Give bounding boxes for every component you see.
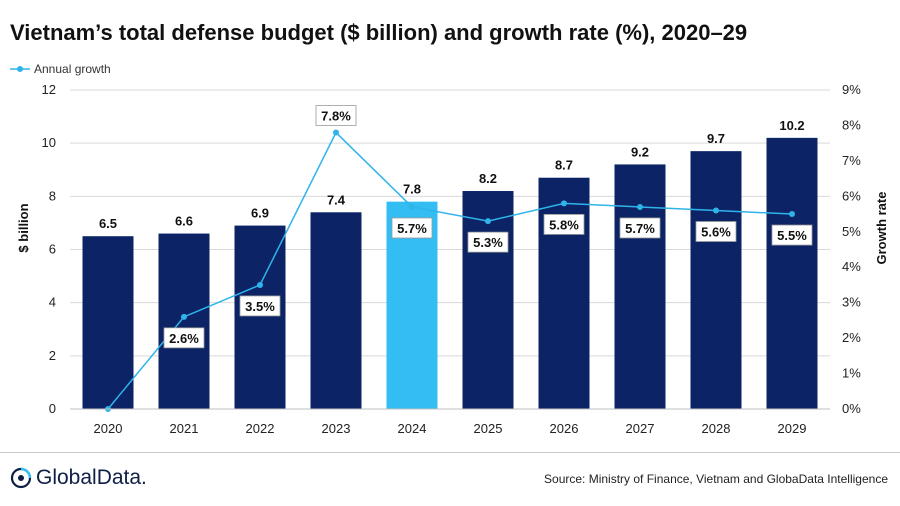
bar-value-label: 6.6: [175, 214, 193, 229]
y2-tick-label: 7%: [842, 153, 861, 168]
y2-tick-label: 0%: [842, 401, 861, 416]
y2-tick-label: 8%: [842, 117, 861, 132]
growth-label: 5.6%: [695, 221, 737, 242]
bar-value-label: 6.9: [251, 206, 269, 221]
growth-label-box: [315, 105, 357, 126]
growth-label-text: 2.6%: [169, 331, 199, 346]
bar-value-label: 9.2: [631, 144, 649, 159]
growth-label-box: [163, 327, 205, 349]
y2-tick-label: 2%: [842, 330, 861, 345]
growth-point: [409, 203, 415, 210]
growth-point: [181, 313, 187, 320]
growth-label-text: 5.7%: [397, 221, 427, 236]
growth-label-box: [771, 224, 813, 246]
source-note: Source: Ministry of Finance, Vietnam and…: [544, 472, 888, 486]
y2-tick-label: 6%: [842, 188, 861, 203]
bar: [234, 225, 286, 409]
growth-label-box: [619, 217, 661, 239]
growth-label-box: [239, 295, 281, 317]
growth-point: [713, 207, 719, 214]
bar: [82, 236, 134, 409]
growth-label: 5.7%: [619, 217, 661, 239]
logo-text: GlobalData.: [36, 466, 147, 489]
x-tick-label: 2020: [94, 421, 123, 436]
growth-point: [637, 203, 643, 210]
growth-label-text: 7.8%: [321, 109, 351, 124]
growth-label-text: 3.5%: [245, 299, 275, 314]
bar: [538, 177, 590, 409]
growth-label-box: [467, 231, 509, 253]
growth-label-text: 5.3%: [473, 235, 503, 250]
x-tick-label: 2029: [778, 421, 807, 436]
y2-tick-label: 1%: [842, 366, 861, 381]
growth-label: 5.3%: [467, 231, 509, 253]
x-tick-label: 2023: [322, 421, 351, 436]
growth-label-text: 5.8%: [549, 217, 579, 232]
x-tick-label: 2026: [550, 421, 579, 436]
growth-label-text: 5.5%: [777, 228, 807, 243]
bar: [310, 212, 362, 409]
y2-tick-label: 4%: [842, 259, 861, 274]
bar-value-label: 8.7: [555, 158, 573, 173]
bar-value-label: 7.4: [327, 192, 346, 207]
y-tick-label: 10: [42, 135, 56, 150]
y-tick-label: 2: [49, 348, 56, 363]
bar-value-label: 6.5: [99, 216, 117, 231]
growth-label: 3.5%: [239, 295, 281, 317]
y-tick-label: 8: [49, 188, 56, 203]
globaldata-logo[interactable]: GlobalData.: [10, 466, 147, 490]
y2-axis-title: Growth rate: [874, 192, 889, 265]
bar: [690, 151, 742, 409]
y2-tick-label: 3%: [842, 295, 861, 310]
legend-dot-marker: [17, 66, 23, 72]
bar: [158, 233, 210, 409]
growth-label: 5.7%: [391, 217, 433, 239]
y-tick-label: 12: [42, 82, 56, 97]
x-tick-label: 2022: [246, 421, 275, 436]
growth-label-text: 5.7%: [625, 221, 655, 236]
bar: [614, 164, 666, 409]
x-tick-label: 2028: [702, 421, 731, 436]
growth-point: [333, 129, 339, 136]
x-tick-label: 2021: [170, 421, 199, 436]
legend: Annual growth: [10, 62, 111, 76]
growth-point: [789, 211, 795, 218]
chart-title: Vietnam’s total defense budget ($ billio…: [10, 20, 748, 45]
growth-label-box: [391, 217, 433, 239]
growth-label: 5.8%: [543, 214, 585, 235]
x-tick-label: 2024: [398, 421, 427, 436]
bar: [766, 137, 818, 409]
growth-label-box: [543, 214, 585, 235]
globaldata-logo-icon: [10, 467, 32, 489]
growth-label-box: [695, 221, 737, 242]
x-tick-label: 2025: [474, 421, 503, 436]
y-tick-label: 0: [49, 401, 56, 416]
y-tick-label: 6: [49, 242, 56, 257]
y-axis-title: $ billion: [16, 203, 31, 252]
y2-tick-label: 9%: [842, 82, 861, 97]
legend-label: Annual growth: [34, 62, 111, 76]
growth-label: 7.8%: [315, 105, 357, 126]
growth-point: [561, 200, 567, 207]
growth-point: [257, 281, 263, 288]
growth-label: 5.5%: [771, 224, 813, 246]
footer-divider: [0, 452, 900, 453]
y2-tick-label: 5%: [842, 224, 861, 239]
growth-label: 2.6%: [163, 327, 205, 349]
x-tick-label: 2027: [626, 421, 655, 436]
growth-line: [107, 131, 793, 410]
growth-label-text: 5.6%: [701, 225, 731, 240]
growth-point: [485, 218, 491, 225]
bar-value-label: 8.2: [479, 171, 497, 186]
bar-value-label: 7.8: [403, 182, 421, 197]
bar-value-label: 10.2: [779, 118, 804, 133]
bar-value-label: 9.7: [707, 131, 725, 146]
bar: [462, 191, 514, 409]
y-tick-label: 4: [49, 295, 56, 310]
